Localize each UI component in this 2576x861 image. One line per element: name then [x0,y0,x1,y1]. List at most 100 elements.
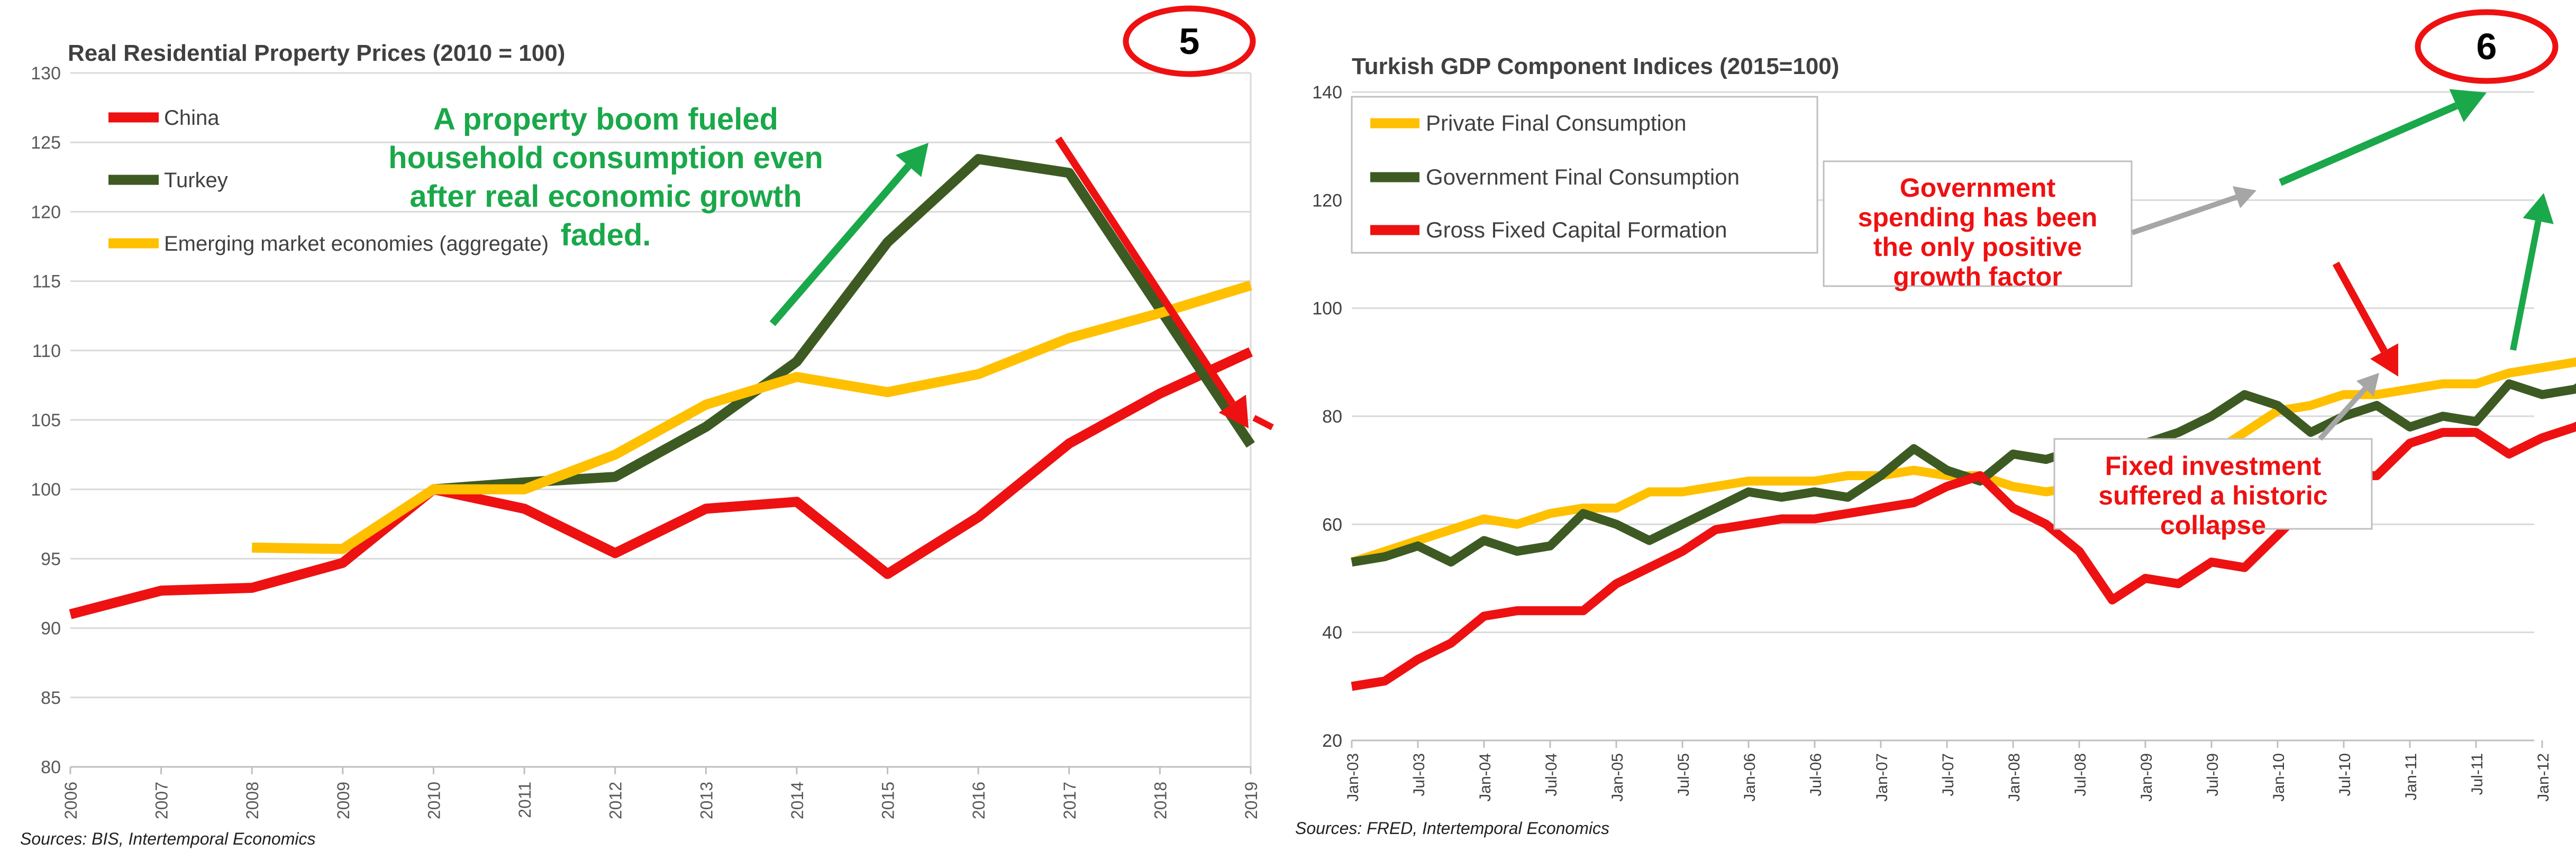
left-up-arrow-icon [769,143,929,326]
right-callout-box-1 [1823,160,2133,287]
right-x-tick-label: Jan-07 [1873,753,1891,802]
right-x-tick-label: Jan-03 [1344,753,1362,802]
right-series-line-1 [1351,379,2576,567]
left-annotation-text: A property boom fueled [433,102,778,136]
left-y-tick-label: 120 [31,202,61,222]
left-down-arrow-icon [1055,136,1249,428]
right-gray-arrow-2-icon [2318,373,2379,441]
left-legend-label: Turkey [164,169,228,192]
right-callout-text-1: spending has been [1858,203,2098,232]
left-y-tick-label: 100 [31,480,61,500]
left-series-line-2 [252,280,1252,554]
left-x-tick-label: 2010 [424,782,443,819]
right-callout-text-2: collapse [2160,510,2266,540]
left-x-tick-label: 2008 [243,782,262,819]
right-y-tick-label: 80 [1322,407,1342,427]
left-up-arrow-icon-shaft [769,163,912,326]
left-red-mark [1252,415,1274,430]
right-x-tick-label: Jul-04 [1543,753,1560,796]
right-legend-label: Government Final Consumption [1426,164,1740,189]
left-chart-title: Real Residential Property Prices (2010 =… [68,40,565,66]
right-x-tick-label: Jan-11 [2402,753,2420,801]
left-annotation-text: household consumption even [388,141,823,175]
right-callout-text-1: the only positive [1873,232,2082,262]
left-annotation-text: faded. [561,218,651,252]
left-x-tick-label: 2009 [334,782,353,819]
right-x-tick-label: Jul-10 [2336,753,2354,796]
right-y-tick-label: 60 [1322,515,1342,535]
right-green-arrow-icon-shaft [2279,102,2458,186]
right-red-arrow-icon-shaft [2332,261,2388,353]
right-y-tick-label: 20 [1322,731,1342,751]
right-y-tick-label: 120 [1312,190,1342,210]
right-x-tick-label: Jan-09 [2138,753,2155,802]
right-green-arrow-icon [2279,89,2487,186]
right-x-tick-label: Jul-07 [1940,753,1957,796]
right-x-tick-label: Jul-11 [2469,753,2486,795]
left-annotation-text: after real economic growth [409,179,802,214]
right-callout-box-2 [2053,438,2373,530]
right-x-tick-label: Jan-06 [1741,753,1759,802]
left-badge-number: 5 [1179,21,1200,62]
right-y-tick-label: 40 [1322,623,1342,643]
left-legend-label: Emerging market economies (aggregate) [164,232,549,255]
left-y-tick-label: 105 [31,410,61,430]
right-sources-note: Sources: FRED, Intertemporal Economics [1295,819,1609,838]
left-x-tick-label: 2019 [1242,782,1261,819]
left-y-tick-label: 110 [32,341,61,361]
right-callout-text-2: suffered a historic [2098,481,2327,510]
right-series-line-0 [1350,357,2576,566]
right-x-tick-label: Jul-05 [1675,753,1692,796]
left-series-line-0 [69,347,1253,619]
right-callout-text-1: Government [1900,173,2056,203]
left-legend-label: China [164,106,220,130]
left-x-tick-label: 2016 [969,782,988,819]
right-legend-label: Private Final Consumption [1426,111,1687,135]
left-sources-note: Sources: BIS, Intertemporal Economics [20,829,316,848]
left-y-tick-label: 90 [41,619,61,639]
left-y-tick-label: 95 [41,549,61,569]
left-chart: 80 85 90 95 100 105 110 115 120 125 130 2006 2007 200… [31,5,1274,819]
right-red-arrow-icon-head [2370,343,2398,377]
right-x-tick-label: Jan-10 [2270,753,2288,802]
right-x-tick-label: Jul-06 [1807,753,1825,796]
left-badge-circle [1123,5,1256,77]
left-x-tick-label: 2015 [879,782,898,819]
right-callout-text-2: Fixed investment [2105,451,2322,481]
left-up-arrow-icon-head [895,143,929,177]
right-red-arrow-icon [2332,261,2398,377]
left-x-tick-label: 2011 [515,782,534,818]
left-down-arrow-icon-head [1218,395,1249,428]
right-gray-arrow-1-icon-shaft [2131,195,2237,235]
left-series-line-1 [433,154,1255,494]
right-green-arrow-icon-head [2449,89,2487,123]
left-x-tick-label: 2018 [1151,782,1170,819]
right-badge-circle [2415,9,2559,84]
right-x-tick-label: Jul-09 [2204,753,2222,796]
right-x-tick-label: Jul-08 [2072,753,2089,796]
right-y-tick-label: 100 [1312,299,1342,319]
left-x-tick-label: 2017 [1060,782,1079,819]
right-y-tick-label: 140 [1312,83,1342,103]
right-x-tick-label: Jan-05 [1609,753,1626,802]
right-x-tick-label: Jan-12 [2535,753,2552,802]
right-legend-label: Gross Fixed Capital Formation [1426,217,1727,242]
left-y-tick-label: 85 [41,688,61,708]
left-x-tick-label: 2006 [61,782,80,819]
left-y-tick-label: 115 [32,272,61,292]
right-chart-title: Turkish GDP Component Indices (2015=100) [1352,53,1839,79]
right-series-line-2 [1351,422,2576,691]
right-gray-arrow-2-icon-head [2356,373,2379,397]
right-chart: 20 40 60 80 100 120 140 Jan-03 Jul-03 Jan-04 Jul-0… [1312,9,2576,802]
left-x-tick-label: 2013 [697,782,716,819]
right-x-tick-label: Jul-03 [1410,753,1428,796]
right-gray-arrow-1-icon [2131,186,2256,235]
left-x-tick-label: 2012 [606,782,625,819]
right-green-arrow-small-icon-shaft [2510,220,2542,351]
right-x-tick-label: Jan-08 [2006,753,2023,802]
right-callout-text-1: growth factor [1893,262,2062,291]
right-green-arrow-small-icon [2510,193,2554,351]
right-badge-number: 6 [2477,26,2497,67]
left-down-arrow-icon-shaft [1055,136,1236,406]
